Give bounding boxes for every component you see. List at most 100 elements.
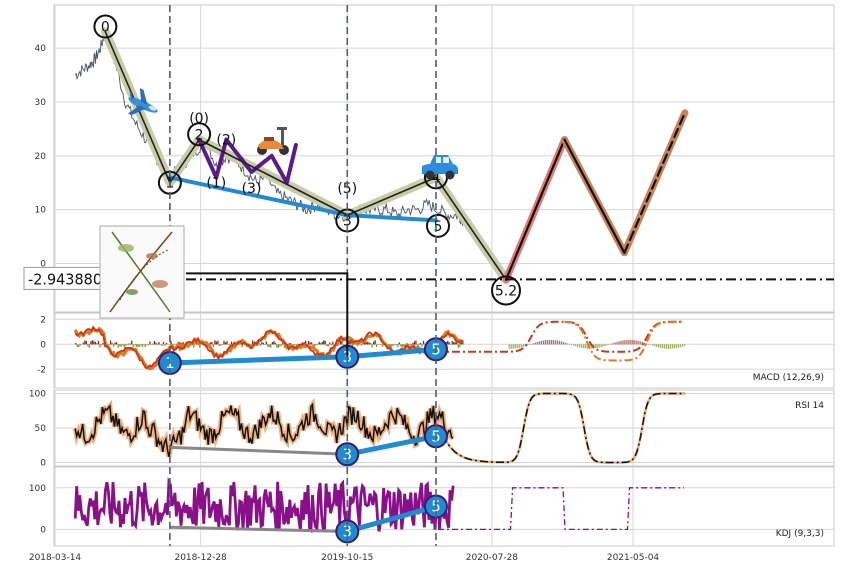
rsi-line (74, 402, 454, 458)
macd-histogram-bar (122, 344, 124, 346)
macd-projection-bar (542, 340, 545, 345)
wave-minor-line (197, 137, 298, 185)
macd-projection-bar (655, 344, 657, 347)
macd-histogram-bar (422, 340, 425, 345)
wave-label: (1) (206, 176, 226, 192)
wave-label: 2 (195, 127, 204, 143)
macd-histogram-bar (264, 344, 266, 345)
macd-histogram-bar (147, 344, 150, 346)
wave-label: (3) (242, 181, 262, 197)
level-label-text: -2.943880 (28, 270, 102, 288)
macd-histogram-bar (102, 343, 104, 345)
macd-projection-bar (577, 344, 579, 347)
rsi-panel: 35RSI 14 (72, 392, 824, 467)
macd-histogram-bar (155, 342, 157, 345)
macd-histogram-bar (397, 344, 399, 348)
macd-histogram-bar (162, 341, 165, 345)
x-axis-ticks: 2018-03-14 2018-12-28 2019-10-15 2020-07-28… (29, 553, 660, 563)
macd-histogram-bar (459, 344, 461, 348)
macd-histogram-bar (134, 344, 136, 346)
macd-projection-bar (550, 339, 553, 345)
macd-histogram-bar (419, 342, 422, 345)
macd-projection-bar (675, 344, 678, 349)
macd-histogram-bar (200, 343, 202, 345)
macd-histogram-bar (182, 342, 184, 345)
macd-projection-bar (520, 344, 522, 348)
macd-histogram-bar (327, 344, 329, 347)
macd-projection-bar (659, 344, 662, 348)
macd-histogram-bar (297, 343, 299, 345)
macd-projection-bar (526, 344, 528, 346)
macd-histogram-bar (218, 344, 221, 347)
macd-histogram-bar (153, 340, 156, 345)
macd-histogram-bar (125, 344, 127, 346)
macd-histogram-bar (91, 340, 94, 345)
macd-histogram-bar (156, 344, 159, 346)
macd-projection-bar (514, 344, 516, 349)
macd-projection-bar (564, 342, 567, 345)
macd-histogram-bar (403, 344, 405, 347)
macd-histogram-bar (289, 343, 292, 345)
macd-histogram-bar (339, 340, 342, 345)
wave-label: 5.2 (495, 283, 517, 299)
price-series-line (74, 30, 463, 227)
macd-histogram-bar (332, 341, 334, 345)
macd-histogram-bar (161, 344, 163, 346)
macd-projection-bar (599, 344, 601, 348)
macd-projection-bar (560, 341, 563, 345)
macd-histogram-bar (369, 343, 372, 345)
level-connector-line (186, 272, 349, 357)
wave-label: (0) (189, 111, 209, 127)
wave-label: (5) (337, 181, 357, 197)
macd-projection-bar (673, 344, 676, 349)
macd-histogram-bar (270, 344, 272, 348)
macd-projection-bar (617, 341, 619, 345)
x-tick-label: 2021-05-04 (607, 553, 660, 563)
macd-projection-bar (653, 344, 655, 347)
projection-red-core (504, 138, 566, 281)
macd-projection-bar (627, 339, 629, 345)
macd-histogram-bar (79, 344, 81, 346)
macd-histogram-bar (241, 344, 243, 348)
wave-label: 4 (432, 170, 441, 186)
rsi-marker-label: 3 (343, 445, 353, 463)
macd-projection-bar (605, 344, 607, 346)
macd-projection-bar (583, 344, 585, 349)
macd-histogram-bar (88, 344, 91, 348)
projection-brown-core (563, 138, 626, 254)
macd-histogram-bar (126, 343, 128, 345)
macd-histogram-bar (129, 343, 131, 345)
macd-histogram-bar (223, 340, 225, 345)
kdj-marker-line (346, 504, 437, 534)
macd-histogram-bar (460, 342, 462, 345)
macd-histogram-bar (193, 344, 195, 348)
macd-histogram-bar (229, 344, 231, 345)
macd-histogram-bar (132, 344, 134, 348)
macd-histogram-bar (94, 341, 97, 345)
macd-histogram-bar (230, 341, 233, 345)
macd-projection-bar (558, 340, 561, 345)
macd-histogram-bar (82, 342, 85, 345)
wave-label-circle (187, 122, 212, 147)
macd-projection-bar (615, 342, 617, 345)
macd-histogram-bar (85, 341, 88, 345)
macd-projection-bar (647, 343, 649, 345)
macd-histogram-bar (221, 344, 224, 345)
y-tick-label-price: 10 (35, 206, 47, 216)
kdj-grey-line (169, 525, 348, 533)
horizontal-level: -2.943880 (23, 266, 834, 357)
macd-histogram-bar (273, 341, 275, 345)
macd-histogram-bar (280, 344, 283, 346)
macd-projection-bar (571, 344, 573, 345)
macd-histogram-bar (96, 343, 98, 345)
kdj-panel: 35KDJ (9,3,3) (73, 476, 824, 544)
macd-histogram-bar (314, 344, 316, 347)
macd-projection-bar (639, 341, 641, 345)
macd-projection-bar (554, 340, 557, 345)
macd-projection-bar (575, 344, 577, 347)
macd-histogram-bar (252, 340, 254, 345)
macd-histogram-bar (268, 344, 270, 347)
macd-projection-bar (657, 344, 659, 348)
macd-histogram-bar (143, 344, 145, 346)
macd-projection-bar (603, 344, 605, 347)
